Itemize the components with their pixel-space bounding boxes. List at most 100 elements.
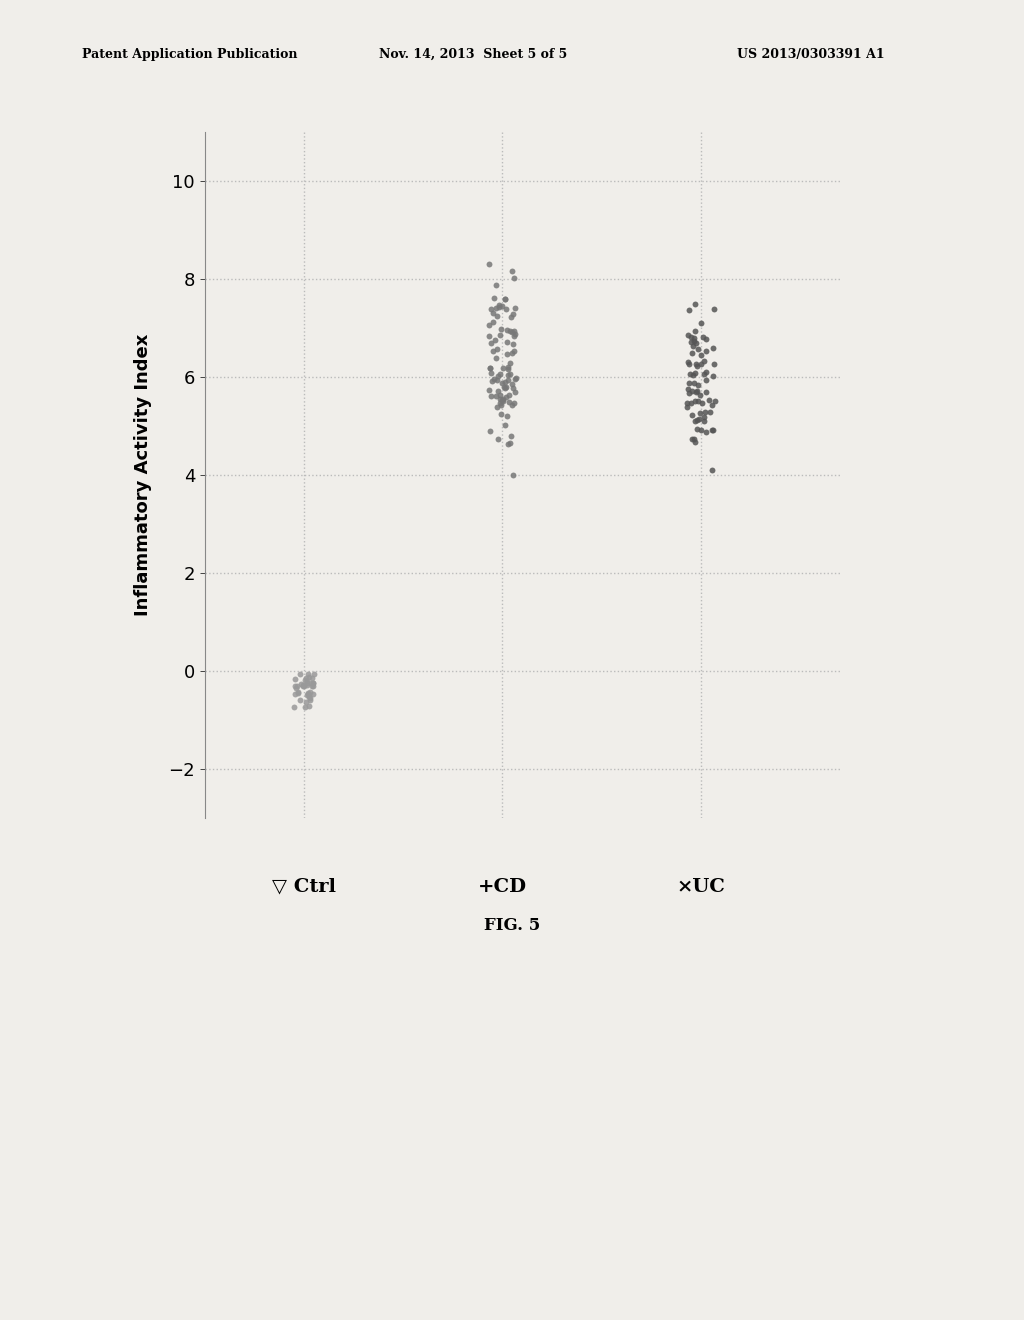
Point [683, 392, 699, 413]
Point [686, 327, 702, 348]
Point [487, 348, 504, 370]
Point [287, 669, 303, 690]
Point [492, 363, 508, 384]
Point [492, 384, 508, 405]
Point [679, 396, 695, 417]
Point [685, 428, 701, 449]
Point [497, 289, 513, 310]
Point [688, 409, 705, 430]
Point [500, 356, 516, 378]
Point [505, 333, 521, 354]
Point [497, 288, 513, 309]
Point [492, 388, 508, 409]
Point [305, 682, 322, 704]
Point [502, 352, 518, 374]
Point [494, 395, 510, 416]
Point [695, 363, 712, 384]
Point [498, 378, 514, 399]
Point [681, 352, 697, 374]
Point [481, 253, 498, 275]
Point [287, 684, 303, 705]
Point [506, 325, 522, 346]
Point [490, 380, 507, 401]
Point [703, 393, 720, 414]
Point [507, 381, 523, 403]
Point [305, 672, 322, 693]
Point [681, 300, 697, 321]
Point [482, 363, 499, 384]
Text: US 2013/0303391 A1: US 2013/0303391 A1 [737, 48, 885, 61]
Point [706, 298, 722, 319]
Point [292, 689, 308, 710]
Point [497, 378, 513, 399]
Point [298, 692, 314, 713]
Point [485, 312, 502, 333]
Point [504, 260, 520, 281]
Point [495, 391, 511, 412]
Point [483, 298, 500, 319]
Point [502, 364, 518, 385]
Point [500, 359, 516, 380]
Point [300, 667, 316, 688]
Point [696, 407, 713, 428]
Point [499, 387, 515, 408]
Text: ▽ Ctrl: ▽ Ctrl [272, 878, 336, 896]
Text: +CD: +CD [478, 878, 527, 896]
Point [492, 393, 508, 414]
Point [499, 319, 515, 341]
Point [697, 401, 714, 422]
Point [703, 420, 720, 441]
Point [504, 374, 520, 395]
Point [299, 684, 315, 705]
Point [500, 370, 516, 391]
Point [705, 338, 721, 359]
Point [681, 372, 697, 393]
Point [489, 370, 506, 391]
Point [686, 432, 702, 453]
Point [289, 676, 305, 697]
Point [507, 323, 523, 345]
Point [498, 298, 514, 319]
Point [698, 370, 715, 391]
Point [687, 391, 703, 412]
Point [301, 686, 317, 708]
Point [490, 296, 507, 317]
Point [495, 356, 511, 378]
Point [501, 384, 517, 405]
Point [504, 342, 520, 363]
Point [692, 403, 709, 424]
Point [290, 681, 306, 702]
Point [707, 391, 723, 412]
Point [705, 366, 721, 387]
Point [488, 338, 505, 359]
Point [693, 392, 710, 413]
Point [481, 358, 498, 379]
Point [683, 327, 699, 348]
Point [695, 327, 712, 348]
Point [687, 411, 703, 432]
Point [505, 304, 521, 325]
Point [688, 333, 705, 354]
Point [499, 331, 515, 352]
Point [702, 401, 719, 422]
Point [506, 341, 522, 362]
Point [497, 371, 513, 392]
Point [287, 676, 303, 697]
Point [690, 339, 707, 360]
Point [494, 296, 510, 317]
Point [304, 676, 321, 697]
Point [500, 433, 516, 454]
Point [507, 297, 523, 318]
Point [482, 333, 499, 354]
Point [288, 677, 304, 698]
Point [502, 433, 518, 454]
Point [686, 372, 702, 393]
Point [489, 397, 506, 418]
Point [494, 372, 510, 393]
Point [298, 668, 314, 689]
Point [305, 672, 322, 693]
Point [688, 418, 705, 440]
Point [680, 352, 696, 374]
Point [506, 321, 522, 342]
Point [492, 325, 508, 346]
